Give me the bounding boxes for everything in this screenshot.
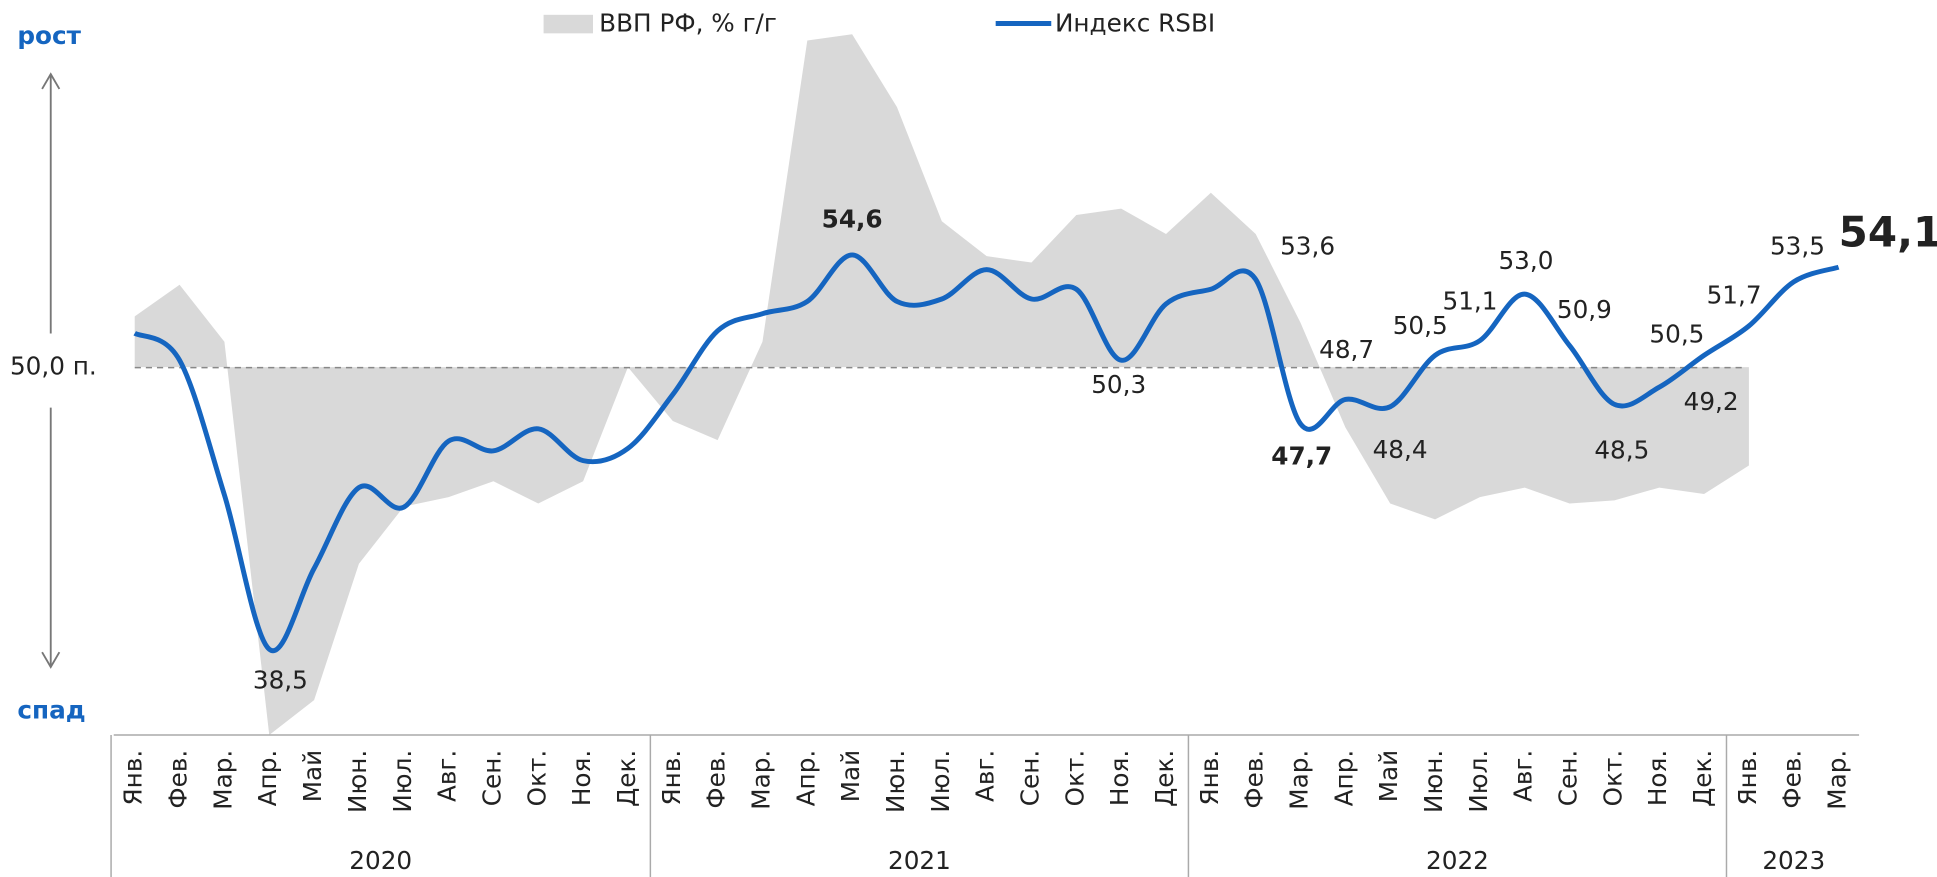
x-tick-label: Мар. xyxy=(1823,750,1852,810)
year-label: 2022 xyxy=(1426,846,1489,875)
data-label: 50,5 xyxy=(1649,320,1704,349)
x-tick-label: Июн. xyxy=(881,750,910,813)
x-tick-label: Янв. xyxy=(657,750,686,806)
x-tick-label: Июн. xyxy=(1419,750,1448,813)
x-tick-label: Фев. xyxy=(1778,750,1807,809)
rsbi-line xyxy=(133,252,1840,654)
direction-arrows xyxy=(41,72,61,669)
year-label: 2021 xyxy=(888,846,951,875)
x-tick-label: Мар. xyxy=(208,750,237,810)
x-tick-label: Апр. xyxy=(253,750,282,807)
top-label: рост xyxy=(17,21,81,50)
x-tick-label: Окт. xyxy=(1598,750,1627,807)
data-label: 51,7 xyxy=(1707,280,1762,309)
data-label: 50,5 xyxy=(1393,311,1448,340)
x-tick-label: Мар. xyxy=(746,750,775,810)
data-label: 49,2 xyxy=(1684,387,1739,416)
x-tick-label: Июл. xyxy=(926,750,955,813)
data-label: 51,1 xyxy=(1443,286,1498,315)
x-tick-label: Май xyxy=(1374,750,1403,802)
x-tick-label: Янв. xyxy=(119,750,148,806)
x-tick-label: Июл. xyxy=(388,750,417,813)
data-label: 50,9 xyxy=(1557,295,1612,324)
year-label: 2020 xyxy=(349,846,412,875)
x-tick-label: Сен. xyxy=(1554,750,1583,806)
data-label: 48,4 xyxy=(1373,435,1428,464)
x-tick-label: Июн. xyxy=(343,750,372,813)
data-label: 53,5 xyxy=(1770,231,1825,260)
x-tick-label: Сен. xyxy=(477,750,506,806)
x-tick-label: Июл. xyxy=(1464,750,1493,813)
x-tick-label: Апр. xyxy=(791,750,820,807)
legend-swatch xyxy=(543,14,593,34)
x-tick-label: Май xyxy=(298,750,327,802)
data-label: 48,5 xyxy=(1594,435,1649,464)
x-tick-label: Апр. xyxy=(1329,750,1358,807)
x-tick-label: Май xyxy=(836,750,865,802)
gdp-area xyxy=(134,34,1749,735)
y-tick-label: 50,0 п. xyxy=(10,352,97,381)
x-tick-label: Дек. xyxy=(612,750,641,807)
x-tick-label: Авг. xyxy=(1509,750,1538,802)
data-label: 53,0 xyxy=(1498,246,1553,275)
data-label: 53,6 xyxy=(1280,231,1335,260)
x-tick-label: Янв. xyxy=(1733,750,1762,806)
data-label: 48,7 xyxy=(1319,335,1374,364)
data-label: 47,7 xyxy=(1271,441,1332,470)
x-tick-label: Ноя. xyxy=(567,750,596,806)
legend-label: Индекс RSBI xyxy=(1055,9,1215,38)
x-tick-label: Янв. xyxy=(1195,750,1224,806)
data-label: 54,1 xyxy=(1839,208,1937,257)
x-tick-label: Фев. xyxy=(702,750,731,809)
data-label: 54,6 xyxy=(822,204,883,233)
x-tick-label: Фев. xyxy=(164,750,193,809)
x-tick-label: Окт. xyxy=(522,750,551,807)
x-tick-label: Фев. xyxy=(1240,750,1269,809)
x-tick-label: Ноя. xyxy=(1643,750,1672,806)
x-tick-label: Дек. xyxy=(1150,750,1179,807)
x-tick-label: Окт. xyxy=(1060,750,1089,807)
bottom-label: спад xyxy=(17,695,85,724)
year-label: 2023 xyxy=(1762,846,1825,875)
x-tick-label: Сен. xyxy=(1015,750,1044,806)
x-tick-label: Дек. xyxy=(1688,750,1717,807)
data-label: 50,3 xyxy=(1091,370,1146,399)
x-tick-label: Мар. xyxy=(1285,750,1314,810)
x-tick-label: Авг. xyxy=(971,750,1000,802)
data-label: 38,5 xyxy=(253,665,308,694)
legend-label: ВВП РФ, % г/г xyxy=(599,9,777,38)
x-tick-label: Ноя. xyxy=(1105,750,1134,806)
x-tick-label: Авг. xyxy=(433,750,462,802)
